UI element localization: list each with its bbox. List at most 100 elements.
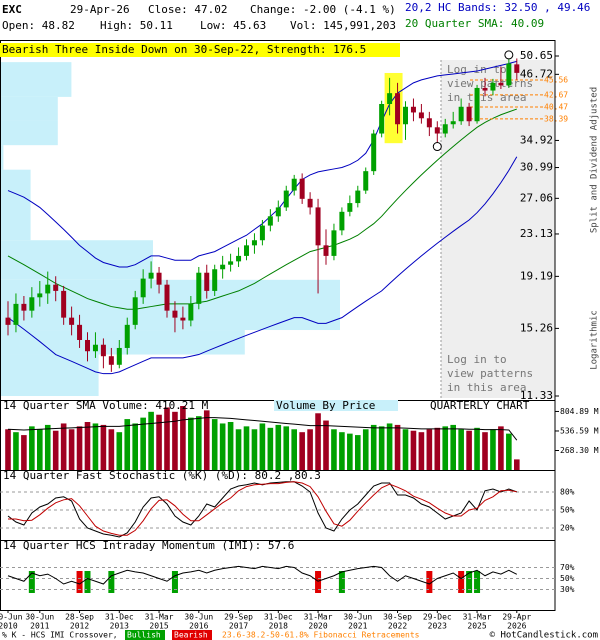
candle-body bbox=[100, 344, 106, 357]
candle-body bbox=[188, 303, 194, 321]
candle-body bbox=[180, 317, 186, 321]
volume-bar bbox=[355, 435, 361, 470]
x-tick-label: 2012 bbox=[70, 622, 89, 631]
bearish-label: Bearish bbox=[174, 631, 208, 640]
candle-body bbox=[291, 178, 297, 191]
candle-body bbox=[220, 264, 226, 270]
x-tick-label: 2018 bbox=[269, 622, 288, 631]
volume-bar bbox=[331, 429, 337, 470]
x-tick-label: 2017 bbox=[229, 622, 248, 631]
candle-body bbox=[466, 106, 472, 122]
candle-body bbox=[124, 324, 130, 348]
volume-bar bbox=[498, 426, 504, 470]
y-tick-label: 11.33 bbox=[520, 389, 553, 402]
volume-bar bbox=[394, 424, 401, 470]
volume-sma-line bbox=[7, 417, 518, 441]
x-tick-label: 29-Dec bbox=[423, 613, 452, 622]
bearish-signal bbox=[315, 571, 322, 593]
volume-bar bbox=[172, 411, 178, 470]
bullish-signal bbox=[171, 571, 178, 593]
candle-body bbox=[267, 216, 273, 226]
y-tick-label: 30% bbox=[560, 585, 575, 594]
y-tick-label: 46.72 bbox=[520, 67, 553, 80]
candle-body bbox=[355, 190, 361, 204]
volume-bar bbox=[466, 430, 472, 470]
volume-bar bbox=[426, 429, 433, 470]
panel-title: 14 Quarter Fast Stochastic (%K) (%D): 80… bbox=[3, 469, 321, 482]
low: Low: 45.63 bbox=[200, 19, 266, 32]
symbol: EXC bbox=[2, 3, 22, 16]
candle-body bbox=[379, 103, 385, 134]
x-tick-label: 2015 bbox=[149, 622, 168, 631]
volume-bar bbox=[140, 417, 146, 470]
x-tick-label: 2026 bbox=[507, 622, 526, 631]
y-tick-label: 80% bbox=[560, 488, 575, 497]
panel-annotation: QUARTERLY CHART bbox=[430, 399, 530, 412]
fib-label: 38.39 bbox=[544, 114, 568, 123]
volume-bar bbox=[196, 416, 202, 470]
volume-bar bbox=[132, 423, 138, 470]
candle-body bbox=[108, 356, 114, 365]
volume-by-price-bar bbox=[0, 120, 58, 146]
volume-bar bbox=[315, 413, 321, 470]
candle-body bbox=[442, 124, 448, 134]
x-tick-label: 30-Jun bbox=[184, 613, 213, 622]
bullish-signal bbox=[84, 571, 91, 593]
volume-bar bbox=[21, 435, 27, 470]
volume-bar bbox=[283, 426, 290, 470]
copyright: © HotCandlestick.com bbox=[490, 631, 598, 640]
volume-bar bbox=[60, 423, 67, 470]
candle-body bbox=[251, 240, 257, 246]
candle-body bbox=[148, 272, 154, 279]
volume-bar bbox=[100, 424, 107, 470]
candle-body bbox=[315, 207, 321, 246]
x-tick-label: 2022 bbox=[388, 622, 407, 631]
candle-body bbox=[61, 290, 67, 318]
bullish-swatch bbox=[125, 630, 165, 640]
bullish-signal bbox=[474, 571, 481, 593]
volume-bar bbox=[490, 429, 496, 470]
candle-body bbox=[13, 303, 19, 325]
volume-bar bbox=[124, 419, 131, 470]
volume-bar bbox=[514, 459, 520, 470]
bands-label: 20,2 HC Bands: 32.50 , 49.46 bbox=[405, 1, 590, 14]
candle-body bbox=[116, 347, 122, 365]
volume-bar bbox=[180, 406, 186, 470]
candle-body bbox=[371, 133, 377, 172]
x-tick-label: 2021 bbox=[348, 622, 367, 631]
panel-subtitle: Volume By Price bbox=[276, 399, 375, 412]
candle-body bbox=[92, 344, 98, 352]
candle-body bbox=[196, 272, 202, 304]
bearish-swatch bbox=[172, 630, 212, 640]
volume-by-price-bar bbox=[0, 96, 58, 121]
candle-body bbox=[236, 255, 242, 262]
x-tick-label: 2010 bbox=[0, 622, 18, 631]
y-tick-label: 70% bbox=[560, 563, 575, 572]
open: Open: 48.82 bbox=[2, 19, 75, 32]
candle-body bbox=[395, 93, 401, 125]
y-tick-label: 50% bbox=[560, 506, 575, 515]
y-tick-label: 50.65 bbox=[520, 49, 553, 62]
volume-bar bbox=[386, 423, 393, 470]
volume-bar bbox=[29, 426, 35, 470]
volume-bar bbox=[474, 427, 480, 470]
bearish-signal bbox=[76, 571, 83, 593]
bullish-label: Bullish bbox=[127, 631, 161, 640]
candle-body bbox=[490, 82, 496, 91]
volume-bar bbox=[227, 422, 234, 470]
login-note: Log in to bbox=[447, 353, 507, 366]
candle-body bbox=[45, 284, 51, 294]
candle-body bbox=[307, 198, 313, 208]
volume-bar bbox=[482, 432, 488, 470]
log-note: Logarithmic bbox=[590, 310, 600, 370]
x-tick-label: 28-Sep bbox=[65, 613, 94, 622]
x-tick-label: 31-Dec bbox=[105, 613, 134, 622]
candle-body bbox=[259, 225, 265, 241]
candle-body bbox=[244, 245, 249, 256]
candle-body bbox=[450, 121, 456, 125]
volume-by-price-bar bbox=[0, 169, 31, 241]
candle-body bbox=[21, 303, 27, 311]
pattern-marker bbox=[504, 50, 514, 60]
volume-bar bbox=[116, 432, 123, 470]
volume-bar bbox=[307, 429, 313, 470]
